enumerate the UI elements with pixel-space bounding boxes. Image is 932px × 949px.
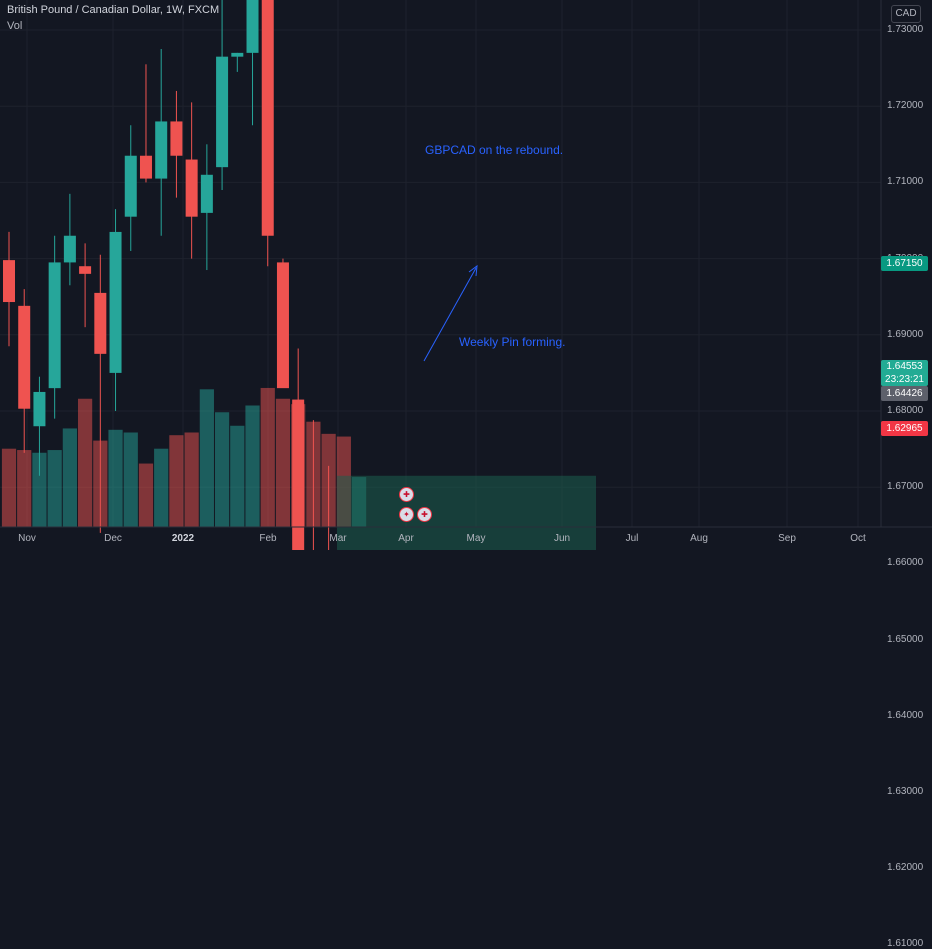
volume-bar bbox=[1, 448, 17, 527]
candle-body bbox=[185, 159, 198, 217]
entry-price-tag: 1.64426 bbox=[881, 386, 928, 401]
currency-button[interactable]: CAD bbox=[891, 5, 921, 23]
price-tick-label: 1.61000 bbox=[887, 938, 924, 949]
volume-bar bbox=[47, 450, 62, 527]
volume-bar bbox=[275, 398, 291, 527]
volume-bar bbox=[17, 450, 32, 527]
candle-body bbox=[124, 155, 137, 217]
current-price-value: 1.64553 bbox=[886, 361, 923, 372]
volume-bar bbox=[230, 425, 245, 527]
price-tick-label: 1.66000 bbox=[887, 557, 924, 569]
volume-bar bbox=[62, 428, 77, 527]
candle-body bbox=[79, 266, 92, 274]
volume-bar bbox=[154, 448, 169, 527]
candle-body bbox=[33, 391, 46, 427]
volume-indicator-label[interactable]: Vol bbox=[7, 20, 23, 32]
trend-arrow bbox=[423, 264, 478, 362]
long-position-tool bbox=[337, 475, 596, 550]
rebound-annotation[interactable]: GBPCAD on the rebound. bbox=[425, 143, 564, 157]
time-tick-label: Oct bbox=[850, 533, 866, 544]
candle-body bbox=[261, 0, 274, 236]
candle-body bbox=[155, 121, 168, 179]
time-tick-label: 2022 bbox=[171, 533, 195, 544]
stop-price-tag: 1.62965 bbox=[881, 421, 928, 436]
volume-bar bbox=[214, 412, 230, 527]
price-tick-label: 1.73000 bbox=[887, 24, 924, 35]
price-tick-label: 1.65000 bbox=[887, 633, 924, 645]
price-tick-label: 1.71000 bbox=[887, 176, 924, 188]
volume-bar bbox=[169, 435, 184, 527]
arrow-head bbox=[468, 264, 478, 277]
candle-body bbox=[231, 52, 244, 57]
price-tick-label: 1.68000 bbox=[887, 405, 924, 416]
volume-bar bbox=[245, 405, 260, 527]
price-tick-label: 1.72000 bbox=[887, 100, 924, 112]
time-tick-label: May bbox=[466, 533, 486, 544]
candle-body bbox=[170, 121, 183, 156]
time-tick-label: Jun bbox=[553, 533, 571, 544]
time-tick-label: Aug bbox=[690, 533, 708, 544]
chart-grid bbox=[0, 0, 881, 527]
time-tick-label: Feb bbox=[259, 533, 277, 544]
price-tick-label: 1.63000 bbox=[887, 786, 924, 797]
candle-body bbox=[48, 262, 61, 389]
volume-bar bbox=[199, 389, 214, 527]
candle-body bbox=[276, 262, 289, 389]
current-price-tag: 1.64553 23:23:21 bbox=[881, 360, 928, 386]
time-tick-label: Apr bbox=[398, 533, 414, 544]
time-tick-label: Dec bbox=[104, 533, 122, 544]
time-tick-label: Jul bbox=[625, 533, 639, 544]
uk-flag-icon[interactable]: ✚ bbox=[417, 507, 432, 522]
time-tick-label: Mar bbox=[329, 533, 347, 544]
time-tick-label: Sep bbox=[778, 533, 796, 544]
target-price-tag: 1.67150 bbox=[881, 256, 928, 271]
candle-body bbox=[3, 260, 15, 303]
candle-body bbox=[63, 235, 76, 263]
price-tick-label: 1.62000 bbox=[887, 862, 924, 874]
pin-annotation[interactable]: Weekly Pin forming. bbox=[459, 335, 566, 349]
canada-flag-icon[interactable]: ✦ bbox=[399, 507, 414, 522]
candle-body bbox=[200, 174, 213, 213]
price-tick-label: 1.64000 bbox=[887, 709, 924, 721]
volume-bar bbox=[108, 429, 123, 527]
bar-countdown: 23:23:21 bbox=[885, 374, 924, 385]
candle-body bbox=[139, 155, 152, 179]
volume-bars bbox=[1, 387, 367, 527]
time-tick-label: Nov bbox=[18, 533, 36, 544]
candle-body bbox=[94, 292, 107, 354]
volume-bar bbox=[138, 463, 154, 527]
volume-bar bbox=[260, 387, 275, 527]
uk-flag-icon[interactable]: ✚ bbox=[399, 487, 414, 502]
profit-zone bbox=[337, 475, 596, 550]
price-tick-label: 1.67000 bbox=[887, 481, 924, 493]
candle-body bbox=[216, 56, 229, 168]
volume-bar bbox=[77, 398, 93, 527]
candle-body bbox=[246, 0, 259, 53]
price-candles bbox=[3, 0, 330, 550]
candlestick-chart[interactable] bbox=[0, 0, 932, 550]
volume-bar bbox=[184, 432, 199, 527]
arrow-shaft bbox=[423, 267, 477, 362]
volume-bar bbox=[123, 432, 138, 527]
candle-body bbox=[109, 231, 122, 373]
symbol-title[interactable]: British Pound / Canadian Dollar, 1W, FXC… bbox=[7, 4, 220, 16]
candle-body bbox=[18, 305, 31, 409]
volume-bar bbox=[32, 452, 47, 527]
candle-body bbox=[292, 399, 305, 550]
price-tick-label: 1.69000 bbox=[887, 328, 924, 340]
